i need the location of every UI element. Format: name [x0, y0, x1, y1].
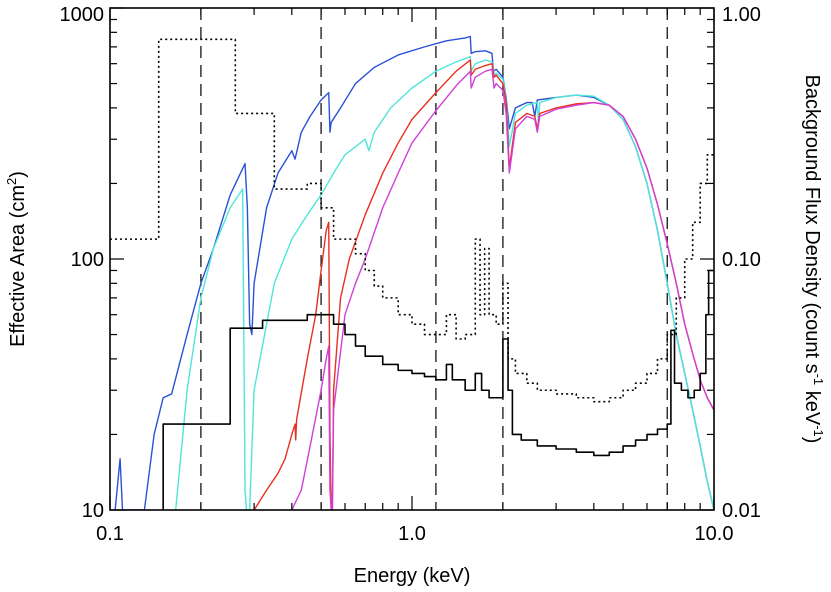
y-left-title-tail: ): [7, 171, 29, 178]
effective-area-cyan-line: [174, 55, 714, 510]
y-left-title-text: Effective Area (cm: [7, 185, 29, 347]
x-tick-labels: 0.1 1.0 10.0: [96, 523, 733, 545]
y-left-tick-label-1000: 1000: [60, 4, 105, 26]
x-tick-label-10.0: 10.0: [695, 523, 734, 545]
y-tick-labels-right: 0.01 0.10 1.00: [722, 4, 761, 522]
y-right-tick-label-1.00: 1.00: [722, 4, 761, 26]
background-solid-line: [162, 269, 714, 510]
y-right-tick-label-0.01: 0.01: [722, 500, 761, 522]
y-axis-title-right: Background Flux Density (count s-1 keV-1…: [801, 75, 826, 444]
series-layer: [110, 35, 714, 510]
y-right-title-sup2: -1: [811, 425, 826, 437]
y-tick-labels-left: 10 100 1000: [60, 4, 105, 522]
x-tick-label-0.1: 0.1: [96, 523, 124, 545]
y-right-title-part1: Background Flux Density (count s: [801, 75, 823, 374]
x-tick-label-1.0: 1.0: [398, 523, 426, 545]
y-axis-title-left: Effective Area (cm2): [4, 171, 29, 347]
y-left-tick-label-100: 100: [71, 249, 104, 271]
effective-area-blue-line: [114, 35, 714, 510]
vertical-dashed-lines: [200, 8, 668, 510]
y-right-title-tail: ): [801, 437, 823, 444]
ticks-layer: [109, 7, 715, 511]
y-right-title-sup1: -1: [811, 374, 826, 386]
effective-area-magenta-line: [291, 68, 714, 510]
y-left-title-sup: 2: [4, 178, 19, 185]
y-left-tick-label-10: 10: [82, 500, 104, 522]
y-right-tick-label-0.10: 0.10: [722, 249, 761, 271]
y-right-title-part2: keV: [801, 385, 823, 426]
x-axis-title: Energy (keV): [354, 565, 471, 587]
